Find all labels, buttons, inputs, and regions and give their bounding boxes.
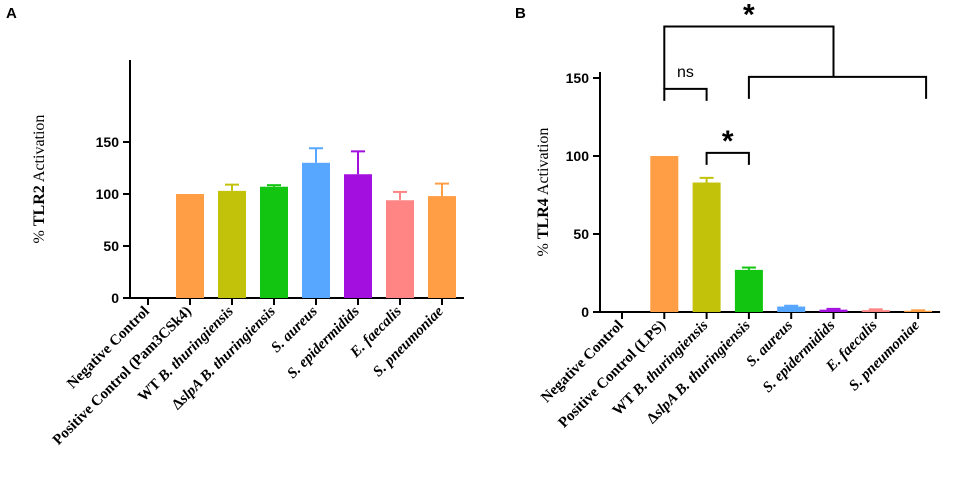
panel-letter-a: A — [6, 5, 17, 22]
bar — [650, 156, 679, 312]
y-tick-label: 50 — [573, 226, 589, 242]
y-tick-label: 50 — [103, 238, 119, 254]
right-group-bracket — [747, 75, 928, 99]
bar — [344, 174, 372, 298]
category-label: S. epidermidids — [284, 303, 363, 382]
bar — [734, 269, 763, 312]
y-tick-label: 150 — [566, 70, 590, 86]
group-significance-bracket — [663, 25, 835, 89]
bar — [819, 309, 848, 312]
y-tick-label: 150 — [96, 134, 120, 150]
panel-letter-b: B — [515, 5, 526, 22]
y-axis-label: % TLR2 Activation — [31, 115, 48, 244]
significance-label: * — [743, 0, 755, 32]
significance-label: ns — [677, 64, 694, 81]
y-axis-label: % TLR4 Activation — [535, 128, 552, 257]
bar — [861, 310, 890, 312]
bar — [176, 194, 204, 298]
significance-bracket — [705, 151, 750, 165]
significance-label: * — [722, 125, 734, 158]
bar — [904, 310, 933, 312]
category-label: S. epidermidids — [760, 317, 839, 396]
bar — [692, 182, 721, 312]
y-tick-label: 0 — [581, 304, 589, 320]
y-tick-label: 100 — [566, 148, 590, 164]
significance-bracket — [663, 87, 708, 101]
bar — [218, 190, 246, 298]
bar — [260, 186, 288, 298]
bar — [302, 162, 330, 298]
y-tick-label: 100 — [96, 186, 120, 202]
y-tick-label: 0 — [111, 290, 119, 306]
bar — [428, 196, 456, 298]
bar — [386, 200, 414, 298]
bar — [777, 306, 806, 312]
